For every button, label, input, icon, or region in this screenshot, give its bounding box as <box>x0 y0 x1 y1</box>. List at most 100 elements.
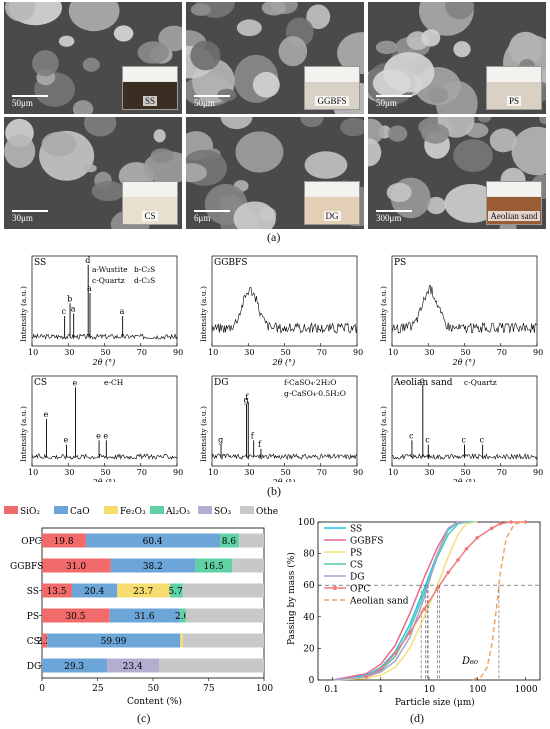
bar-segment <box>42 558 111 573</box>
sample-photo-inset: CS <box>122 181 178 225</box>
bar-value-label: 19.8 <box>54 537 74 547</box>
sem-image-dg: 6μm DG <box>186 117 364 229</box>
category-label: CS <box>27 637 40 647</box>
series-point <box>378 667 383 671</box>
xrd-legend-entry: c-Quartz <box>464 378 497 387</box>
xrd-tick-label: 70 <box>137 348 147 357</box>
xrd-tick-label: 90 <box>353 468 363 477</box>
xrd-tick-label: 70 <box>497 468 507 477</box>
xrd-legend-entry: a-Wustite <box>92 265 128 274</box>
legend-swatch <box>240 506 254 514</box>
sample-photo-inset: SS <box>122 66 178 110</box>
legend-swatch <box>104 506 118 514</box>
sample-photo-inset: GGBFS <box>304 66 360 110</box>
series-point <box>489 526 494 531</box>
sample-name-label: GGBFS <box>315 96 349 106</box>
bar-segment <box>239 533 264 548</box>
sem-image-ss: 50μm SS <box>4 2 182 114</box>
xrd-tick-label: 90 <box>533 348 543 357</box>
series-point <box>498 521 503 526</box>
xrd-tick-label: 50 <box>461 468 471 477</box>
xrd-title: GGBFS <box>214 258 247 268</box>
panel-label-c: (c) <box>137 711 151 725</box>
xrd-frame <box>211 255 358 347</box>
xrd-tick-label: 90 <box>533 468 543 477</box>
xrd-ylabel: Intensity (a.u.) <box>379 406 388 462</box>
xrd-peak-label: c <box>480 436 485 445</box>
d60-annotation: D₆₀ <box>461 656 478 667</box>
chart-frame <box>41 527 265 679</box>
xrd-frame <box>31 375 178 467</box>
category-label: OPC <box>21 537 41 547</box>
series-point <box>509 520 513 524</box>
legend-label: Fe₂O₃ <box>120 507 146 517</box>
tick-label: 80 <box>303 550 315 560</box>
oxide-composition-chart: SiO₂ CaO Fe₂O₃ Al₂O₃ SO₃ Other 19.8 60.4 8.6 OPC 3… <box>4 506 278 707</box>
legend-label: SO₃ <box>214 507 232 517</box>
series-point <box>464 547 469 551</box>
bar-value-label: 30.5 <box>65 612 85 622</box>
tick-label: 50 <box>148 684 160 694</box>
xrd-peak-label: c <box>409 431 414 440</box>
legend-label: Other <box>256 507 278 517</box>
legend-swatch <box>198 506 212 514</box>
bar-value-label: 5.7 <box>168 587 183 597</box>
chart-legend: SiO₂ CaO Fe₂O₃ Al₂O₃ SO₃ Other <box>4 506 278 517</box>
bar-segment <box>232 558 264 573</box>
legend-label: Aeolian sand <box>349 597 409 607</box>
bar-value-label: 31.0 <box>66 562 86 572</box>
xrd-ylabel: Intensity (a.u.) <box>19 406 28 462</box>
category-label: GGBFS <box>10 562 43 572</box>
bar-value-label: 23.4 <box>123 662 143 672</box>
sem-image-aeolian-sand: 300μm Aeolian sand <box>368 117 546 229</box>
xrd-legend-entry: f-CaSO₄·2H₂O <box>284 378 336 387</box>
series-point <box>364 675 369 679</box>
xrd-legend-entry: c-Quartz <box>92 276 125 285</box>
xrd-plot-dg: ggfff10305070902θ (°)Intensity (a.u.)DGf… <box>199 375 363 482</box>
scale-bar: 6μm <box>194 210 230 223</box>
xrd-legend-entry: d-C₂S <box>134 276 155 285</box>
series-point <box>422 607 427 611</box>
legend-label: SiO₂ <box>20 507 40 517</box>
legend-label: CaO <box>70 507 90 517</box>
xrd-tick-label: 90 <box>173 348 183 357</box>
xrd-title: DG <box>214 378 228 388</box>
sem-image-cs: 30μm CS <box>4 117 182 229</box>
bar-segment <box>158 658 264 673</box>
bar-value-label: 59.99 <box>101 637 127 647</box>
x-axis-label: Content (%) <box>127 696 182 707</box>
legend-label: GGBFS <box>350 537 383 547</box>
xrd-tick-label: 50 <box>281 468 291 477</box>
bar-segment <box>42 633 48 648</box>
xrd-title: PS <box>394 258 406 268</box>
xrd-tick-label: 10 <box>28 348 38 357</box>
sample-photo-inset: Aeolian sand <box>486 181 542 225</box>
xrd-trace <box>391 453 538 461</box>
xrd-tick-label: 50 <box>461 348 471 357</box>
xrd-ylabel: Intensity (a.u.) <box>19 286 28 342</box>
legend-label: DG <box>350 573 364 583</box>
bar-segment <box>109 608 180 623</box>
xrd-peak-label: e <box>96 431 101 440</box>
xrd-peak-label: g <box>218 436 223 445</box>
xrd-plot-ggbfs: 10 30 50 70 90 2θ (°) Intensity (a.u.) GGBFS <box>199 255 363 367</box>
xrd-tick-label: 30 <box>244 348 254 357</box>
tick-label: 100 <box>256 684 273 694</box>
xrd-tick-label: 30 <box>424 468 434 477</box>
series-line <box>332 521 478 681</box>
xrd-tick-label: 30 <box>424 348 434 357</box>
bar-value-label: 8.6 <box>222 537 237 547</box>
category-label: SS <box>27 587 39 597</box>
series-line <box>332 521 467 681</box>
bar-segment <box>42 583 72 598</box>
panel-label-b: (b) <box>267 484 281 498</box>
legend-label: OPC <box>350 585 370 595</box>
bar-value-label: 2.3 <box>37 637 52 647</box>
bar-segment <box>180 633 183 648</box>
xrd-legend-entry: b-C₂S <box>134 265 155 274</box>
series-line <box>472 521 526 681</box>
bar-segment <box>182 633 264 648</box>
xrd-tick-label: 50 <box>101 468 111 477</box>
